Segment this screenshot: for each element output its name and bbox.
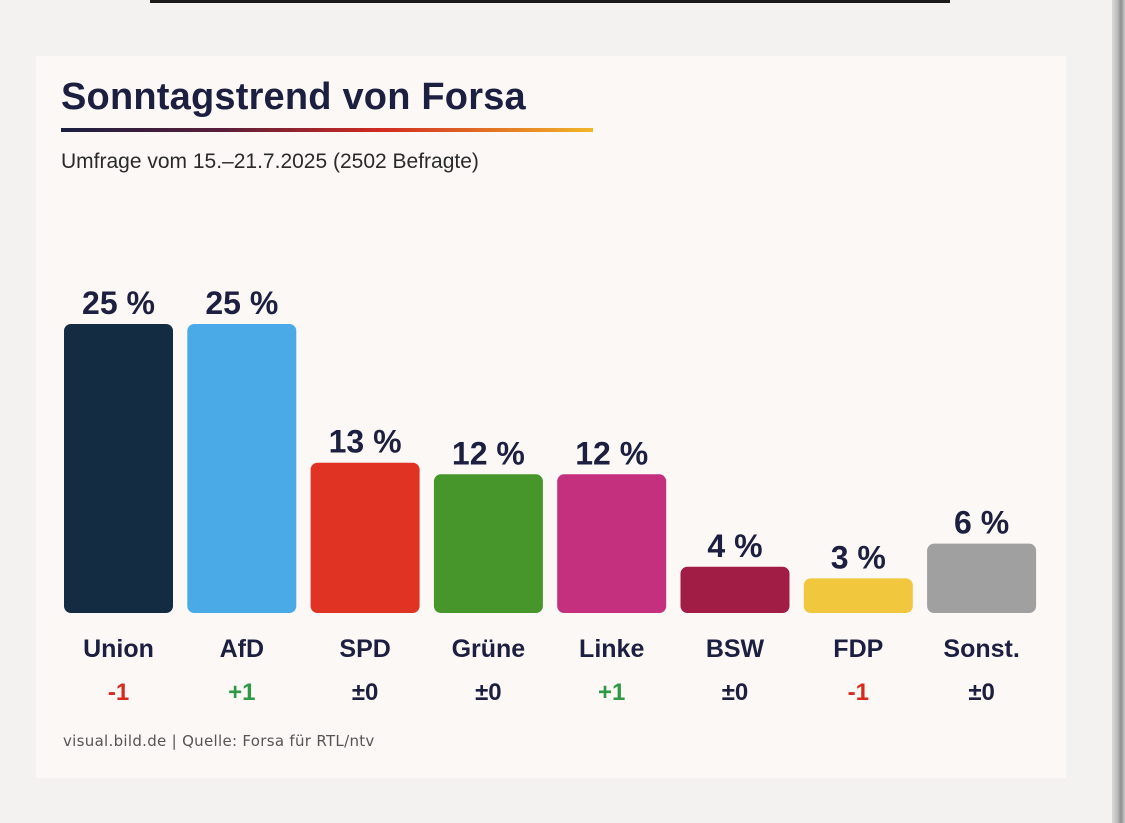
change-label: ±0 <box>475 679 502 706</box>
title-underline <box>61 128 593 132</box>
value-label: 25 % <box>82 285 155 321</box>
bar-afd <box>187 324 297 613</box>
source-credit: visual.bild.de | Quelle: Forsa für RTL/n… <box>63 732 375 750</box>
background-edge <box>1112 0 1125 823</box>
category-label: Sonst. <box>943 635 1019 663</box>
category-label: SPD <box>339 635 390 663</box>
bar-fdp <box>803 578 913 613</box>
category-label: Linke <box>579 635 644 663</box>
bar-spd <box>310 462 420 613</box>
bar-gr-ne <box>433 474 543 613</box>
bar-bsw <box>680 566 790 613</box>
change-label: ±0 <box>968 679 995 706</box>
value-label: 12 % <box>575 435 648 471</box>
value-label: 6 % <box>954 505 1009 541</box>
chart-card: Sonntagstrend von Forsa Umfrage vom 15.–… <box>36 56 1066 778</box>
chart-subtitle: Umfrage vom 15.–21.7.2025 (2502 Befragte… <box>61 150 479 173</box>
bar-chart: 25 % Union -1 25 % AfD +1 13 % SPD ±0 12 % Grüne ±0… <box>64 285 1037 706</box>
category-label: Union <box>83 635 154 663</box>
change-label: +1 <box>228 679 255 706</box>
value-label: 12 % <box>452 435 525 471</box>
chart-title: Sonntagstrend von Forsa <box>61 76 526 118</box>
change-label: -1 <box>848 679 869 706</box>
change-label: ±0 <box>722 679 749 706</box>
value-label: 4 % <box>707 528 762 564</box>
change-label: +1 <box>598 679 625 706</box>
category-label: BSW <box>706 635 765 663</box>
change-label: -1 <box>108 679 129 706</box>
category-label: FDP <box>833 635 883 663</box>
value-label: 3 % <box>831 539 886 575</box>
top-divider <box>150 0 950 3</box>
bar-linke <box>557 474 667 613</box>
bar-sonst- <box>927 543 1037 613</box>
category-label: Grüne <box>452 635 526 663</box>
change-label: ±0 <box>352 679 379 706</box>
value-label: 13 % <box>329 424 402 460</box>
bar-union <box>64 324 173 613</box>
value-label: 25 % <box>205 285 278 321</box>
category-label: AfD <box>220 635 264 663</box>
